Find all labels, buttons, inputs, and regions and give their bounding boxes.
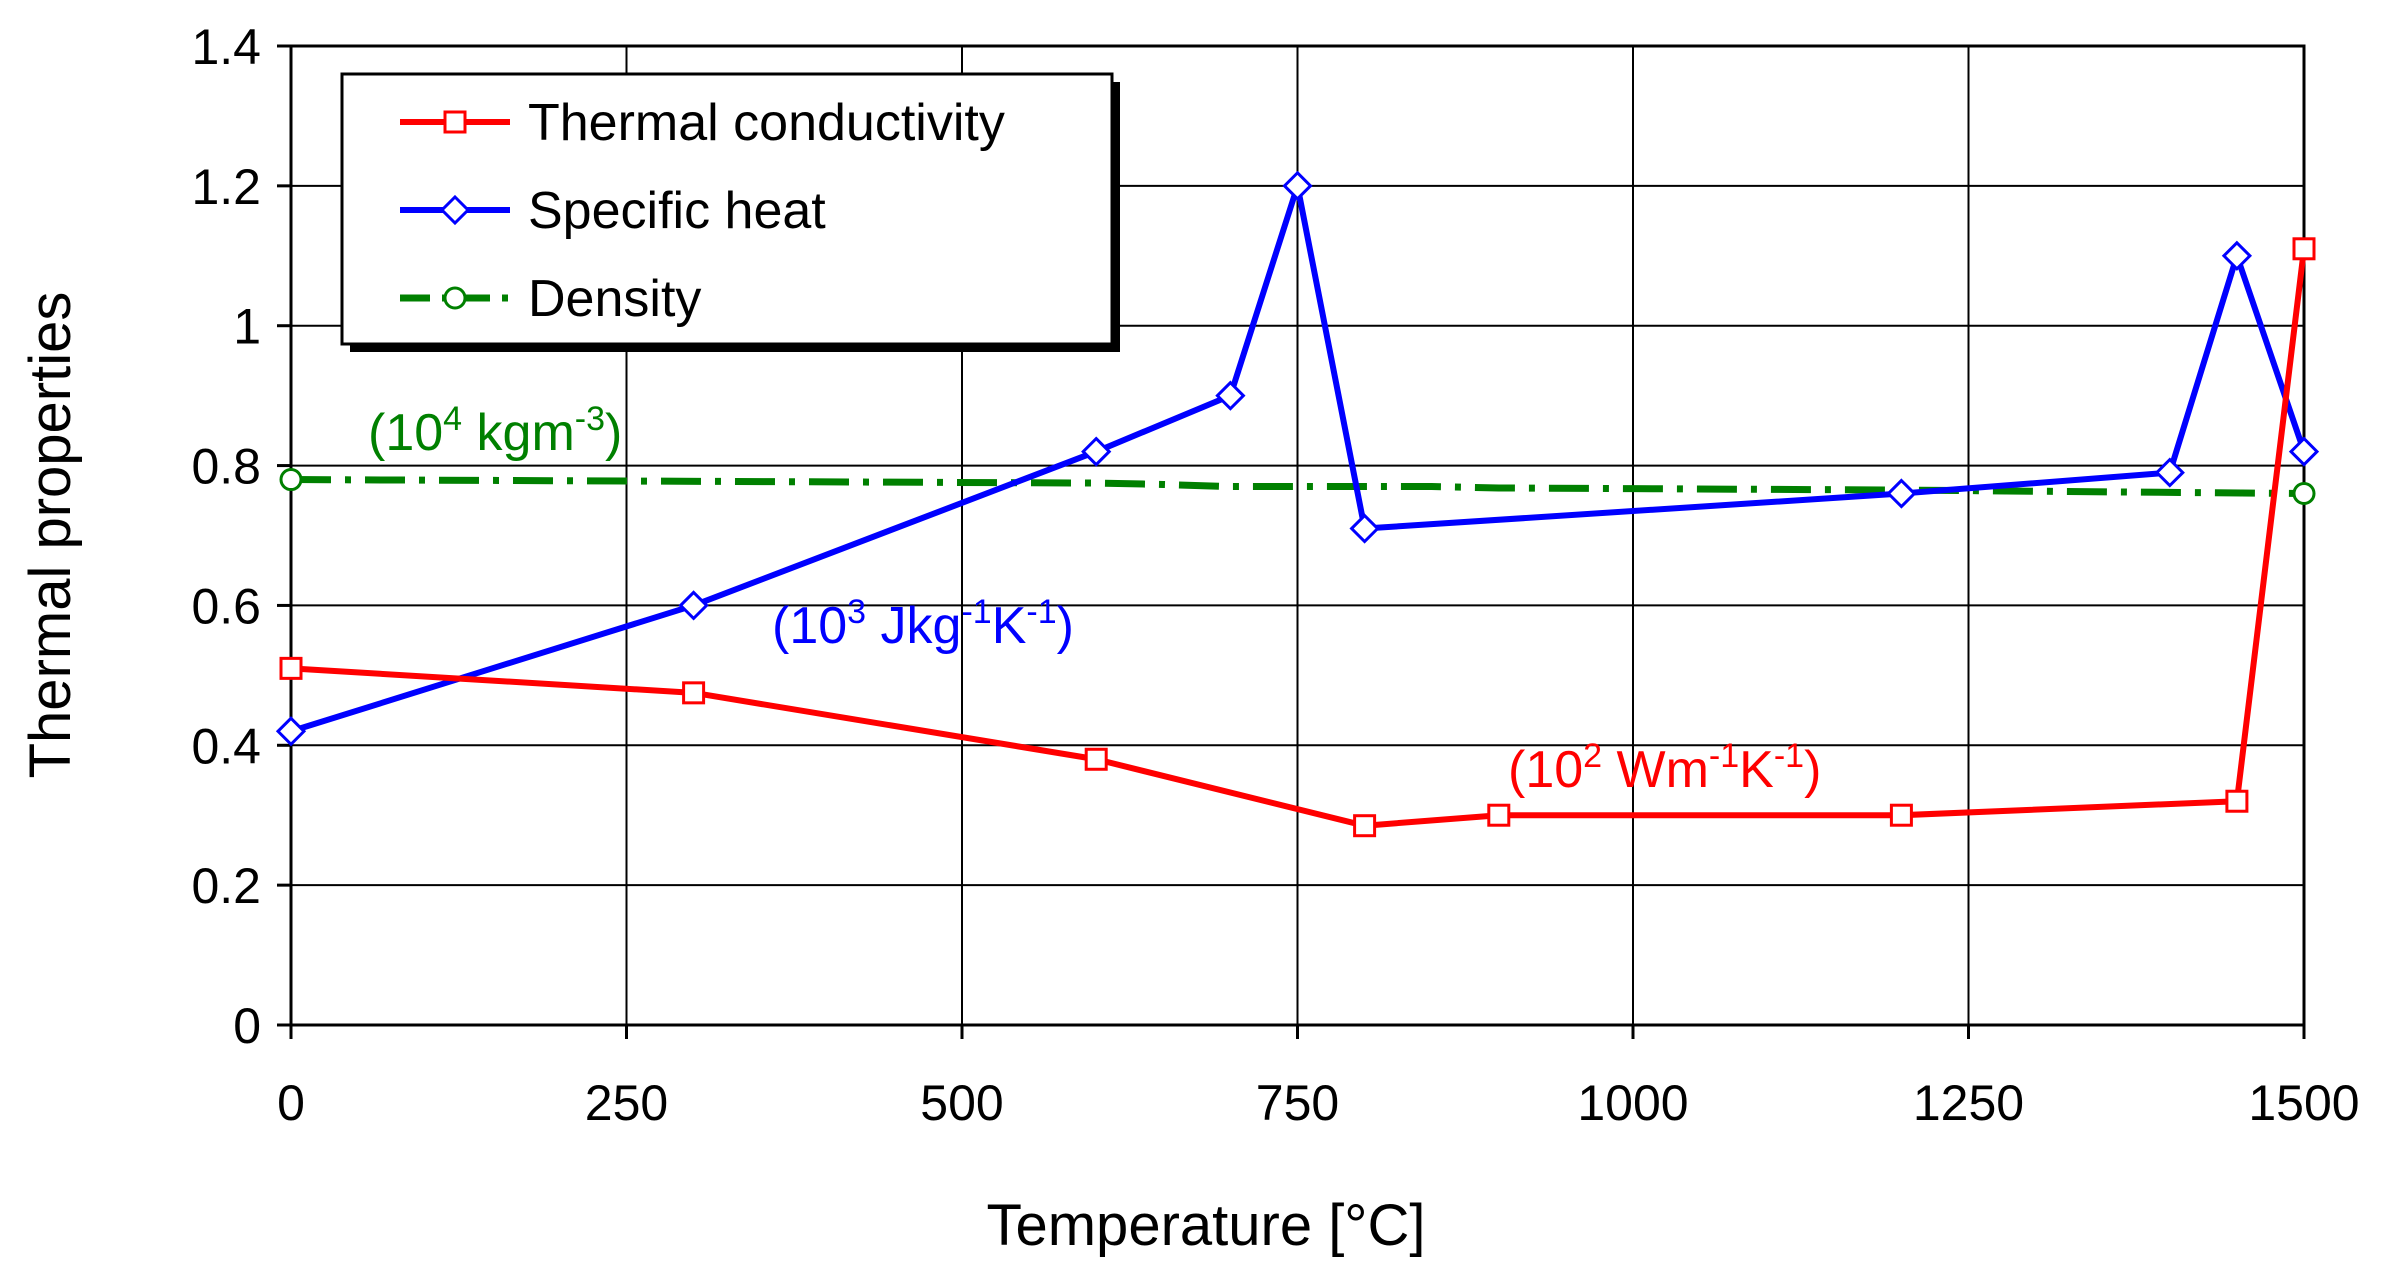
data-point-thermal-conductivity (2225, 789, 2249, 813)
unit-tc-exp: 2 (1583, 737, 1602, 775)
unit-sh-part-1: -1 (961, 593, 991, 631)
unit-density-exp: 4 (443, 400, 462, 438)
legend-keys (400, 110, 510, 310)
series-thermal-conductivity (279, 237, 2316, 838)
y-tick-label: 1.2 (191, 159, 261, 215)
x-tick-label: 250 (585, 1075, 668, 1131)
data-point-thermal-conductivity (1487, 803, 1511, 827)
unit-density-part-2: ) (605, 404, 622, 462)
data-point-specific-heat (1215, 380, 1246, 411)
legend: Thermal conductivity Specific heat Densi… (340, 72, 1120, 352)
data-point-specific-heat (2288, 436, 2320, 467)
unit-sh-part-2: K (992, 597, 1027, 655)
unit-tc-base: (10 (1508, 741, 1583, 799)
data-point-density (2292, 482, 2316, 506)
y-tick-label: 0.2 (191, 858, 261, 914)
data-point-thermal-conductivity (1084, 747, 1108, 771)
y-tick-label: 0.6 (191, 578, 261, 634)
unit-sh-exp: 3 (847, 593, 866, 631)
series-specific-heat (275, 170, 2320, 747)
data-point-specific-heat (275, 716, 307, 747)
legend-label-density: Density (528, 270, 701, 328)
data-point-specific-heat (1282, 170, 1313, 201)
data-point-thermal-conductivity (279, 656, 303, 680)
data-point-density (279, 468, 303, 492)
unit-tc-part-0: Wm (1602, 741, 1709, 799)
data-point-specific-heat (1886, 478, 1917, 509)
x-tick-label: 1000 (1577, 1075, 1688, 1131)
data-point-thermal-conductivity (1353, 814, 1377, 838)
legend-label-specific-heat: Specific heat (528, 182, 826, 240)
y-tick-label: 1 (233, 299, 261, 355)
legend-marker-specific-heat (439, 194, 471, 226)
unit-tc-part-3: -1 (1774, 737, 1804, 775)
data-point-specific-heat (2154, 457, 2185, 488)
y-tick-label: 0 (233, 998, 261, 1054)
series-layer (275, 170, 2320, 838)
series-line-specific-heat (290, 182, 2307, 735)
svg-text:(103 Jkg-1K-1): (103 Jkg-1K-1) (772, 593, 1074, 655)
x-tick-label: 1250 (1913, 1075, 2024, 1131)
x-tick-label: 500 (920, 1075, 1003, 1131)
unit-sh-part-4: ) (1057, 597, 1074, 655)
legend-label-thermal-conductivity: Thermal conductivity (528, 94, 1005, 152)
unit-label-thermal-conductivity: (102 Wm-1K-1) (1508, 737, 1821, 799)
data-point-specific-heat (678, 590, 709, 621)
unit-sh-part-0: Jkg (866, 597, 961, 655)
data-point-specific-heat (1081, 436, 1112, 467)
svg-text:(104 kgm-3): (104 kgm-3) (368, 400, 622, 462)
series-density (279, 468, 2316, 506)
unit-sh-base: (10 (772, 597, 847, 655)
x-axis-ticks: 0 250 500 750 1000 1250 1500 (277, 1025, 2360, 1131)
series-line-density (290, 476, 2305, 498)
unit-density-part-0: kgm (462, 404, 575, 462)
legend-marker-thermal-conductivity (443, 110, 467, 134)
x-tick-label: 0 (277, 1075, 305, 1131)
unit-sh-part-3: -1 (1026, 593, 1056, 631)
legend-marker-density (443, 286, 467, 310)
unit-density-base: (10 (368, 404, 443, 462)
series-line-thermal-conductivity (290, 248, 2307, 829)
unit-label-density: (104 kgm-3) (368, 400, 622, 462)
data-point-thermal-conductivity (2292, 237, 2316, 261)
unit-tc-part-4: ) (1804, 741, 1821, 799)
x-tick-label: 750 (1256, 1075, 1339, 1131)
x-tick-label: 1500 (2248, 1075, 2359, 1131)
data-point-specific-heat (1349, 513, 1380, 544)
unit-label-specific-heat: (103 Jkg-1K-1) (772, 593, 1074, 655)
unit-tc-part-2: K (1739, 741, 1774, 799)
unit-tc-part-1: -1 (1709, 737, 1739, 775)
svg-text:(102 Wm-1K-1): (102 Wm-1K-1) (1508, 737, 1821, 799)
unit-density-part-1: -3 (575, 400, 605, 438)
data-point-thermal-conductivity (1889, 803, 1913, 827)
y-tick-label: 0.8 (191, 439, 261, 495)
y-tick-label: 1.4 (191, 19, 261, 75)
data-point-thermal-conductivity (682, 681, 706, 705)
data-point-specific-heat (2221, 240, 2253, 271)
y-tick-label: 0.4 (191, 718, 261, 774)
y-axis-title: Thermal properties (18, 292, 83, 779)
y-axis-ticks: 0 0.2 0.4 0.6 0.8 1 1.2 1.4 (191, 19, 291, 1054)
x-axis-title: Temperature [°C] (986, 1193, 1425, 1258)
